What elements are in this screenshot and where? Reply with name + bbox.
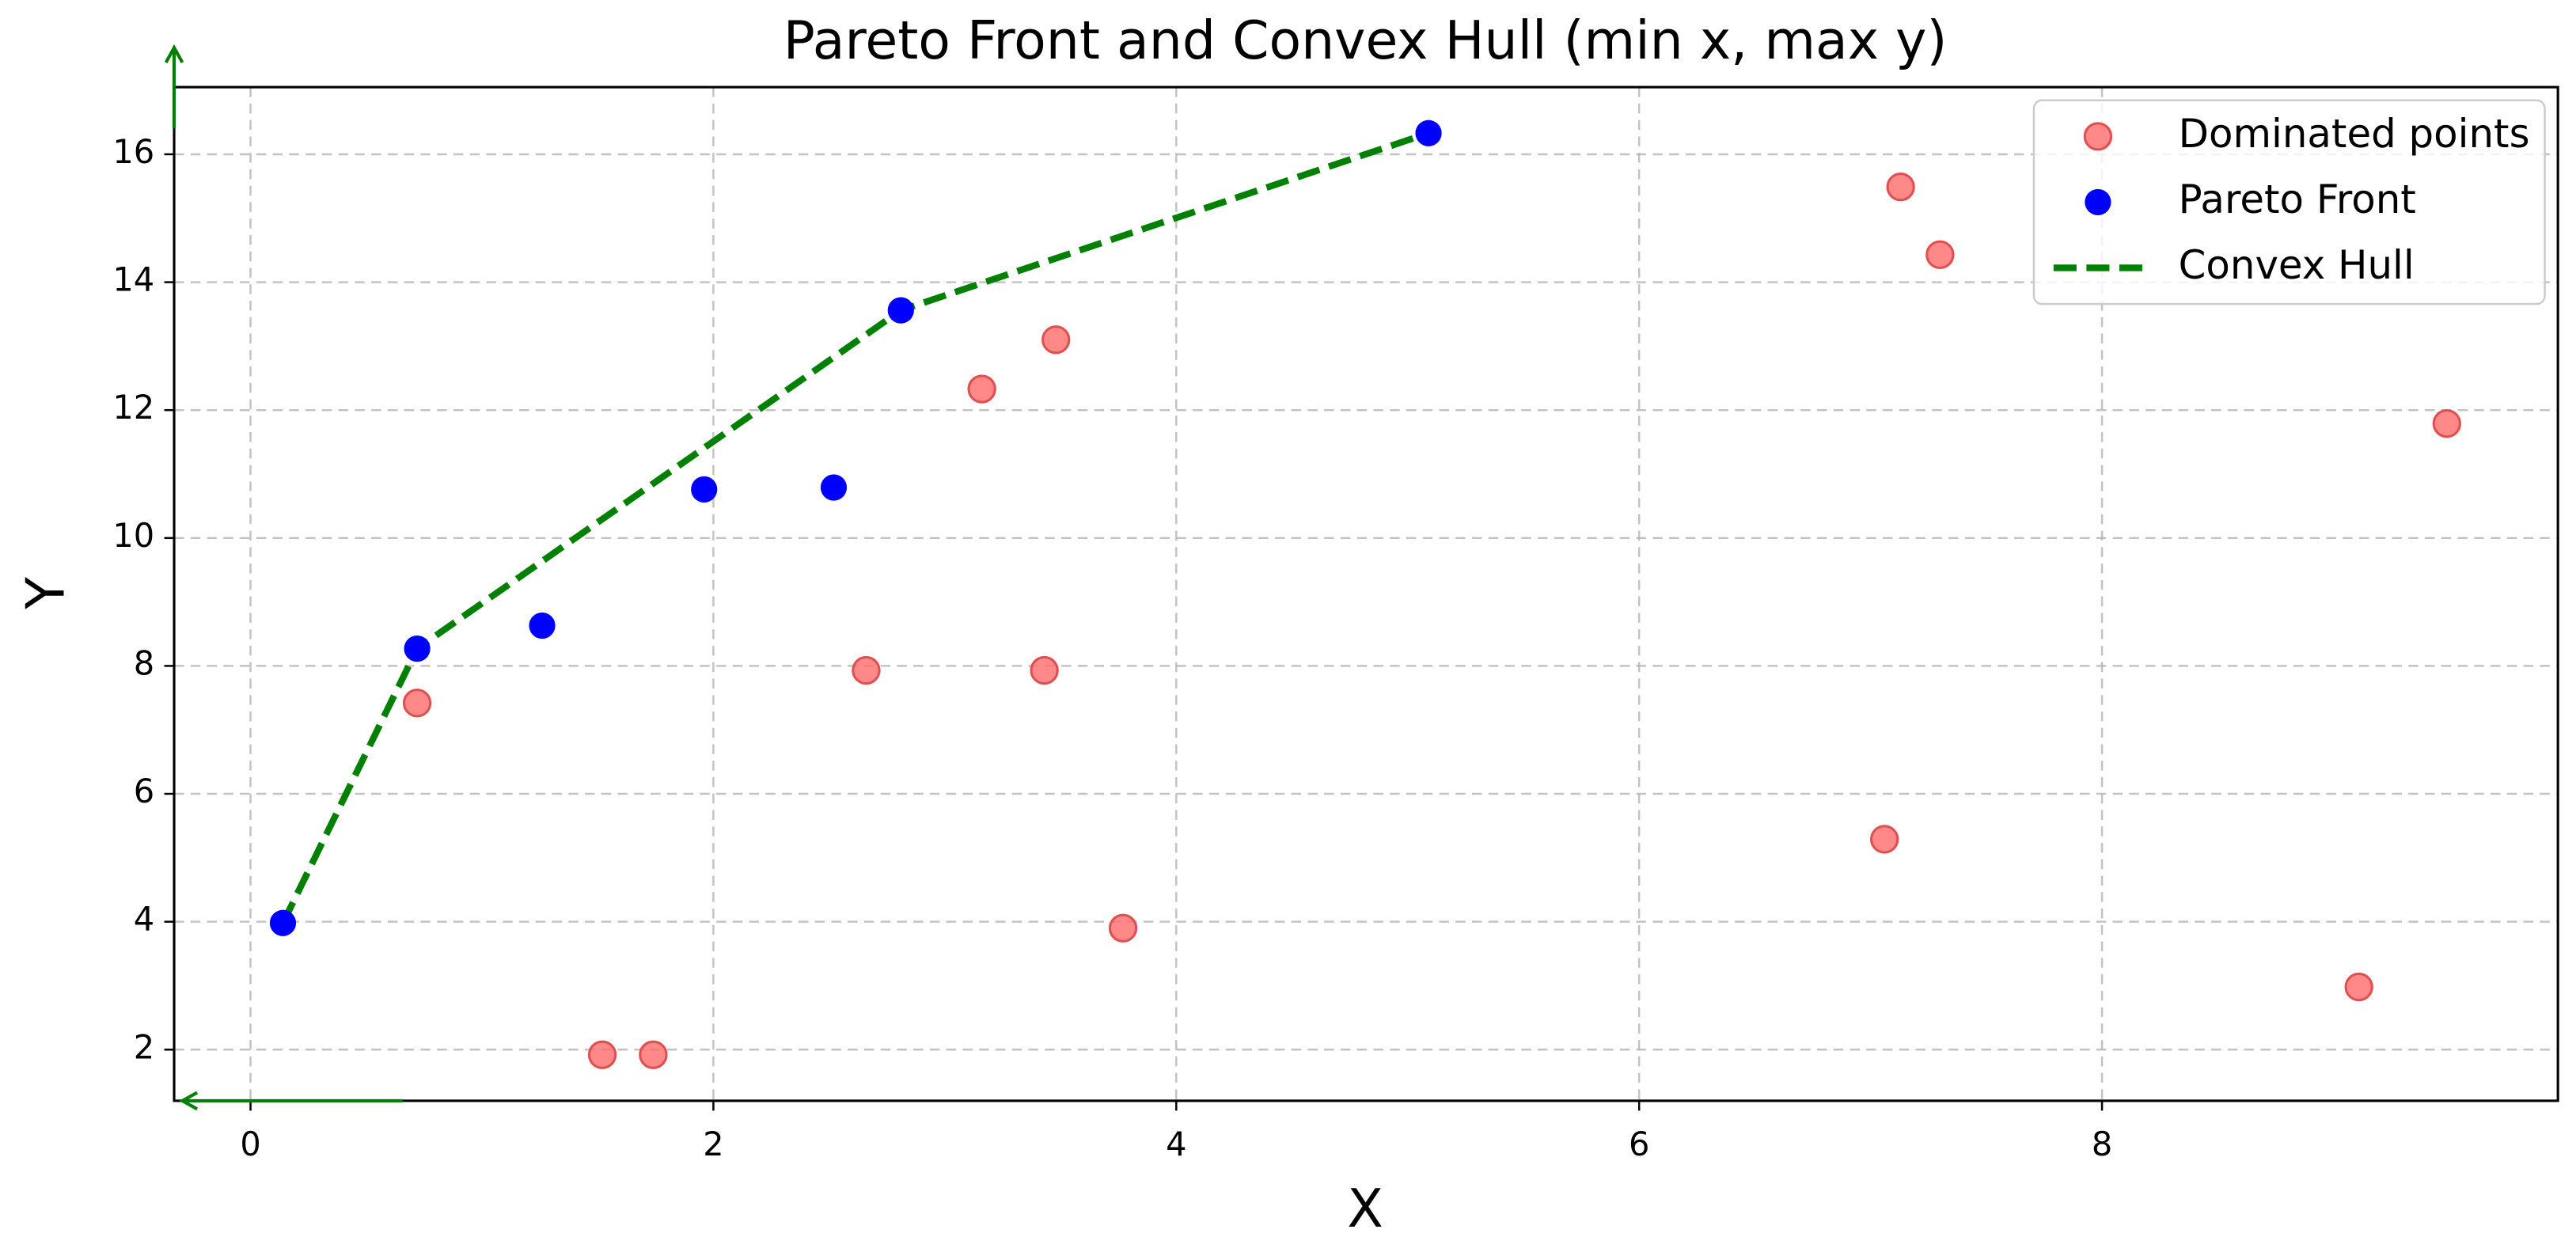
- point: [2344, 972, 2373, 1002]
- point: [402, 689, 432, 718]
- point: [404, 635, 431, 662]
- x-tick-label: 8: [2092, 1125, 2112, 1163]
- point: [967, 374, 996, 404]
- x-tick-label: 0: [240, 1125, 260, 1163]
- arrow-left: [179, 1091, 403, 1111]
- point: [1030, 655, 1059, 685]
- point: [887, 297, 914, 324]
- y-tick-label: 8: [134, 643, 154, 682]
- point: [1041, 325, 1071, 355]
- point: [1870, 825, 1899, 854]
- x-axis-label: X: [1347, 1178, 1383, 1239]
- arrow-up: [164, 44, 184, 129]
- x-tick-label: 4: [1166, 1125, 1186, 1163]
- y-tick-label: 10: [112, 516, 154, 555]
- y-tick-label: 2: [134, 1027, 154, 1066]
- point: [2432, 408, 2461, 438]
- point: [639, 1040, 668, 1069]
- legend-label: Pareto Front: [2179, 176, 2416, 222]
- y-tick-label: 14: [112, 260, 154, 299]
- hull-line: [279, 130, 1430, 925]
- x-tick-label: 6: [1629, 1125, 1649, 1163]
- point: [852, 655, 881, 685]
- point: [529, 612, 556, 639]
- legend-swatch: [2085, 188, 2111, 216]
- legend-box: [2032, 99, 2546, 305]
- y-axis-label: Y: [14, 577, 76, 610]
- point: [691, 476, 718, 503]
- point: [587, 1040, 617, 1069]
- y-tick-label: 6: [134, 772, 154, 810]
- legend-label: Dominated points: [2179, 111, 2530, 157]
- legend: Dominated points Pareto Front Convex Hull: [2032, 99, 2546, 305]
- point: [269, 909, 297, 936]
- x-tick-label: 2: [703, 1125, 723, 1163]
- legend-label: Convex Hull: [2179, 242, 2415, 288]
- point: [1886, 173, 1915, 202]
- y-tick-label: 4: [134, 900, 154, 939]
- point: [1108, 913, 1138, 943]
- plot-frame: [173, 85, 2559, 1102]
- chart-title: Pareto Front and Convex Hull (min x, max…: [783, 9, 1948, 71]
- y-tick-label: 12: [112, 388, 154, 427]
- point: [1925, 240, 1955, 269]
- point: [820, 474, 848, 501]
- marks: [269, 120, 2461, 1069]
- y-tick-label: 16: [112, 132, 154, 171]
- point: [1415, 120, 1442, 146]
- legend-swatch: [2083, 122, 2113, 151]
